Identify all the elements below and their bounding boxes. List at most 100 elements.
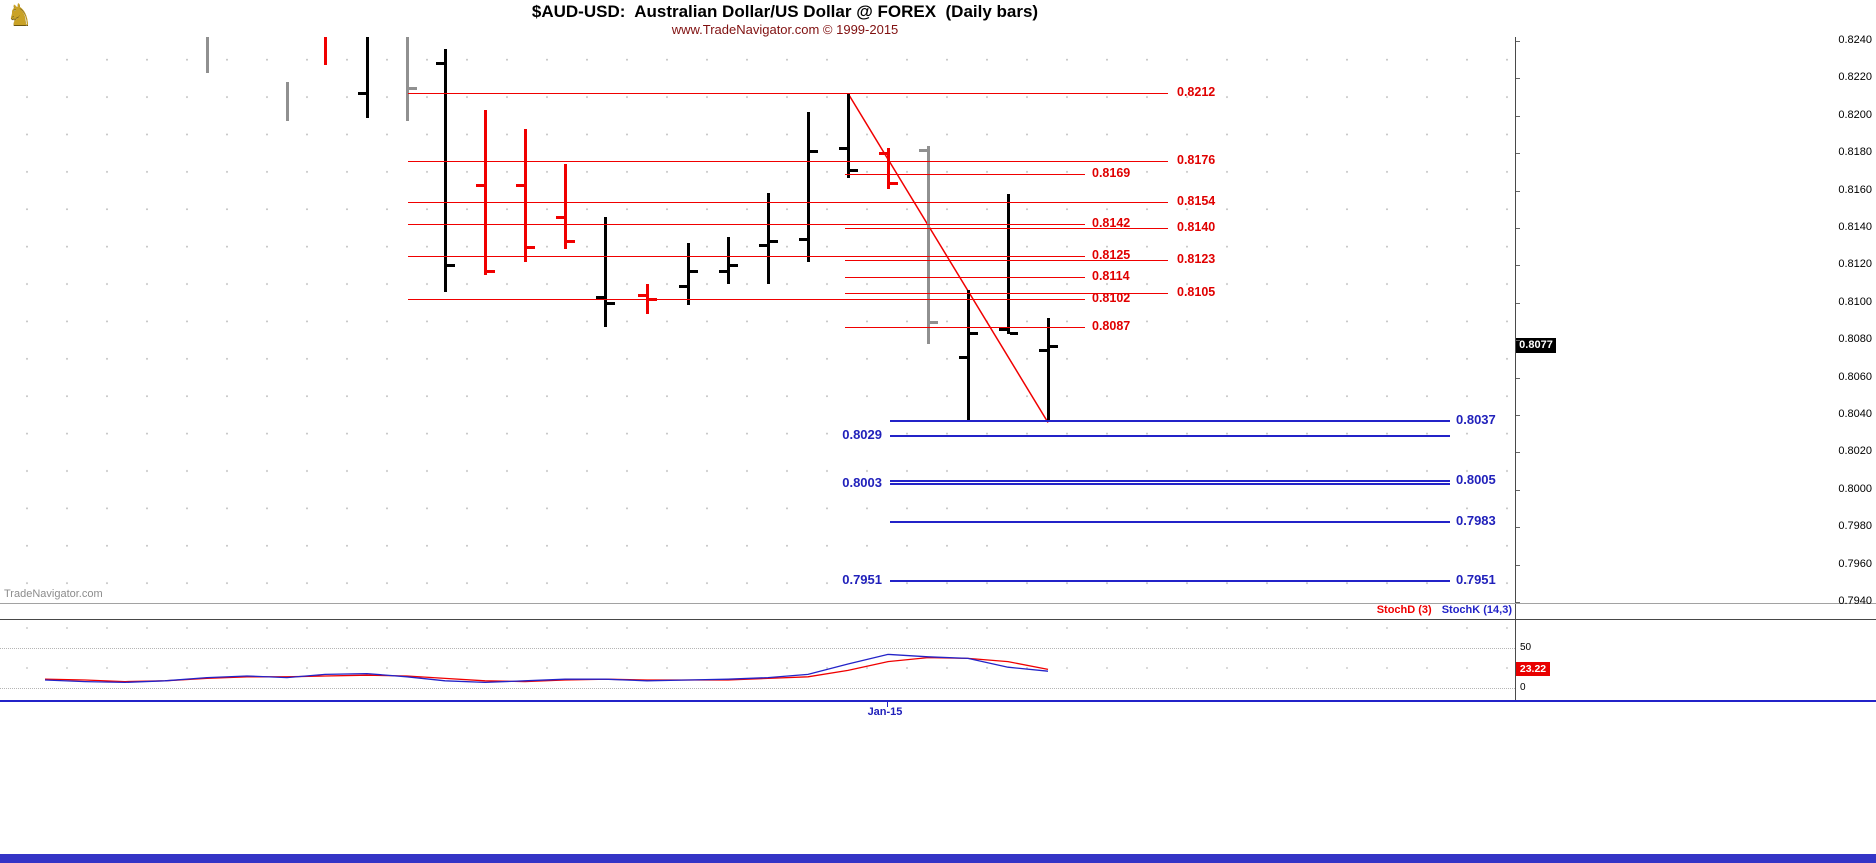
stoch-gridline — [0, 688, 1515, 689]
price-axis-tick-label: 0.8100 — [1838, 295, 1872, 308]
date-axis-line — [0, 700, 1876, 702]
trendline[interactable] — [847, 93, 1049, 423]
ohlc-bar — [887, 147, 890, 189]
resistance-line[interactable] — [845, 259, 1168, 261]
price-axis-tick — [1516, 265, 1520, 267]
month-tick — [887, 702, 888, 707]
stoch-k-line[interactable] — [44, 653, 1049, 684]
indicator-header: StochD (3) StochK (14,3) — [900, 604, 1512, 616]
stoch-d-label[interactable]: StochD (3) — [1376, 604, 1432, 616]
support-price-label: 0.8029 — [842, 426, 882, 442]
resistance-price-label: 0.8169 — [1092, 165, 1131, 180]
resistance-line[interactable] — [408, 256, 1085, 257]
open-tick — [1039, 348, 1047, 352]
ohlc-bar — [847, 93, 850, 178]
ohlc-bar — [604, 216, 607, 328]
close-tick — [810, 150, 818, 154]
close-tick — [930, 320, 938, 324]
close-tick — [409, 86, 417, 90]
stoch-k-label[interactable]: StochK (14,3) — [1441, 604, 1512, 616]
tradenavigator-logo-icon: ♞ — [6, 0, 33, 32]
drawing-tools-layer — [847, 93, 1049, 423]
open-tick — [839, 146, 847, 150]
bottom-scrollbar-strip[interactable] — [0, 854, 1876, 863]
resistance-line[interactable] — [845, 327, 1085, 329]
support-line[interactable] — [890, 580, 1450, 583]
resistance-line[interactable] — [845, 173, 1085, 175]
resistance-price-label: 0.8114 — [1092, 268, 1130, 283]
resistance-line[interactable] — [408, 201, 1168, 203]
resistance-price-label: 0.8154 — [1177, 193, 1216, 208]
indicator-panel-top-border — [0, 619, 1876, 620]
price-axis-tick — [1516, 602, 1520, 603]
ohlc-bar — [206, 37, 209, 73]
close-tick — [970, 331, 978, 335]
ohlc-bar — [807, 112, 810, 262]
close-tick — [690, 270, 698, 273]
ohlc-bar — [444, 48, 447, 292]
ohlc-bar — [967, 289, 970, 421]
ohlc-bar — [286, 82, 289, 122]
stoch-gridline — [0, 648, 1515, 649]
open-tick — [596, 296, 604, 300]
price-chart-plot-area[interactable]: TradeNavigator.com 0.8212 0.8176 0.8169 0.8… — [0, 37, 1515, 603]
support-line[interactable] — [890, 483, 1450, 486]
open-tick — [638, 294, 646, 298]
resistance-price-label: 0.8102 — [1092, 291, 1131, 306]
ohlc-bar — [484, 110, 487, 275]
price-axis-tick-label: 0.8220 — [1838, 71, 1872, 84]
price-axis-tick — [1516, 489, 1520, 491]
resistance-price-label: 0.8087 — [1092, 319, 1131, 334]
close-tick — [447, 264, 455, 268]
support-line[interactable] — [890, 520, 1450, 523]
open-tick — [358, 92, 366, 96]
ohlc-bar — [1047, 317, 1050, 423]
price-axis-tick — [1516, 78, 1520, 80]
resistance-line[interactable] — [408, 160, 1168, 162]
month-label: Jan-15 — [867, 706, 903, 718]
price-axis-boundary-line — [1515, 37, 1516, 700]
resistance-line[interactable] — [845, 293, 1168, 295]
resistance-line[interactable] — [408, 224, 1085, 226]
resistance-line[interactable] — [408, 299, 1085, 301]
price-axis-tick — [1516, 228, 1520, 229]
close-tick — [1010, 331, 1018, 335]
open-tick — [516, 184, 524, 187]
resistance-line[interactable] — [845, 228, 1168, 229]
last-price-badge: 0.8077 — [1516, 337, 1556, 353]
support-line[interactable] — [890, 434, 1450, 437]
price-axis-tick-label: 0.8240 — [1838, 34, 1872, 46]
ohlc-bar — [927, 145, 930, 344]
price-axis-tick — [1516, 115, 1520, 117]
stoch-axis-tick-label: 0 — [1520, 682, 1526, 693]
resistance-price-label: 0.8105 — [1177, 285, 1216, 300]
price-axis-tick — [1516, 302, 1520, 304]
stochastic-plot-area[interactable] — [0, 620, 1515, 700]
support-price-label: 0.7951 — [842, 572, 882, 588]
resistance-price-label: 0.8142 — [1092, 216, 1131, 231]
price-axis-tick — [1516, 190, 1520, 192]
price-axis-tick-label: 0.8200 — [1838, 108, 1872, 121]
open-tick — [556, 215, 564, 219]
open-tick — [919, 148, 927, 152]
ohlc-bar — [687, 243, 690, 305]
stoch-d-line[interactable] — [44, 656, 1049, 683]
price-axis-tick-label: 0.7960 — [1838, 557, 1872, 570]
price-axis-tick — [1516, 527, 1520, 529]
support-line[interactable] — [890, 479, 1450, 482]
ohlc-bar — [564, 164, 567, 249]
stochastic-lines-layer — [44, 653, 1049, 684]
price-axis-tick-label: 0.7980 — [1838, 520, 1872, 533]
price-axis-tick — [1516, 340, 1520, 342]
resistance-line[interactable] — [845, 276, 1085, 278]
close-tick — [567, 240, 575, 244]
price-axis-tick-label: 0.8020 — [1838, 445, 1872, 458]
price-axis-tick-label: 0.8160 — [1838, 183, 1872, 196]
support-line[interactable] — [890, 419, 1450, 422]
close-tick — [1050, 344, 1058, 348]
price-axis-tick-label: 0.8080 — [1838, 333, 1872, 346]
price-axis-tick-label: 0.8000 — [1838, 482, 1872, 495]
open-tick — [879, 152, 887, 156]
support-price-label: 0.8005 — [1456, 471, 1496, 487]
resistance-line[interactable] — [408, 93, 1168, 95]
